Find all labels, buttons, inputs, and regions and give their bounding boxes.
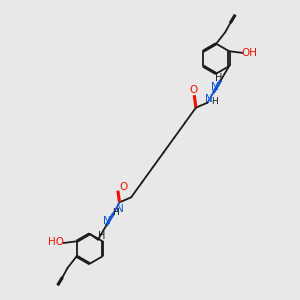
Text: N: N [211,82,219,92]
Text: H: H [215,73,223,83]
Text: N: N [116,204,123,214]
Text: N: N [205,94,213,103]
Text: N: N [103,216,111,226]
Text: H: H [211,97,217,106]
Text: OH: OH [242,48,258,58]
Text: H: H [98,231,106,241]
Text: HO: HO [48,237,64,247]
Text: O: O [120,182,128,192]
Text: H: H [112,208,118,217]
Text: O: O [190,85,198,95]
